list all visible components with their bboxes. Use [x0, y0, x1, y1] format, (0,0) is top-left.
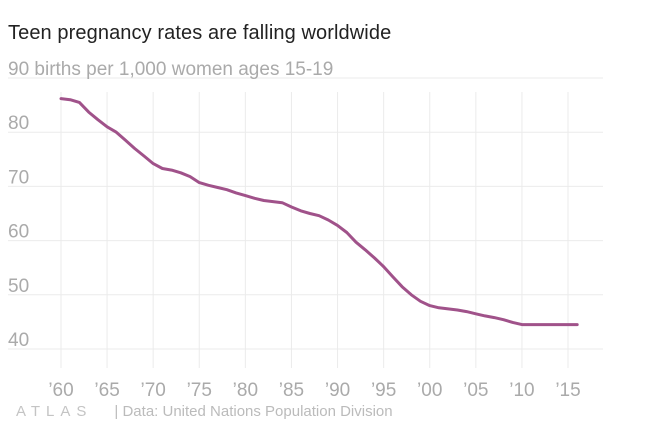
y-tick-label: 80 — [8, 113, 29, 134]
chart-title: Teen pregnancy rates are falling worldwi… — [8, 22, 392, 44]
x-tick-label: ’95 — [371, 380, 396, 401]
series — [59, 97, 579, 327]
x-tick-label: ’90 — [325, 380, 350, 401]
series-line — [59, 97, 579, 327]
y-tick-label: 60 — [8, 222, 29, 243]
atlas-logo: ATLAS — [16, 403, 93, 420]
y-axis: 40 50 60 70 80 90 births per 1,000 women ages… — [8, 59, 333, 351]
x-tick-label: ’65 — [94, 380, 119, 401]
source-note: | Data: United Nations Population Divisi… — [114, 403, 393, 420]
x-tick-label: ’60 — [48, 380, 73, 401]
x-tick-label: ’10 — [509, 380, 534, 401]
x-tick-label: ’85 — [279, 380, 304, 401]
x-tick-label: ’75 — [187, 380, 212, 401]
y-tick-label: 40 — [8, 330, 29, 351]
x-tick-label: ’80 — [233, 380, 258, 401]
y-tick-label: 70 — [8, 167, 29, 188]
y-tick-label: 90 births per 1,000 women ages 15-19 — [8, 59, 333, 80]
x-axis: ’60 ’65 ’70 ’75 ’80 ’85 ’90 ’95 ’00 ’05 ’10 ’15 — [48, 380, 580, 401]
y-tick-label: 50 — [8, 276, 29, 297]
x-tick-label: ’05 — [463, 380, 488, 401]
x-tick-label: ’70 — [141, 380, 166, 401]
x-tick-label: ’00 — [417, 380, 442, 401]
footer: ATLAS | Data: United Nations Population … — [16, 403, 393, 420]
x-tick-label: ’15 — [555, 380, 580, 401]
grid — [8, 77, 603, 368]
